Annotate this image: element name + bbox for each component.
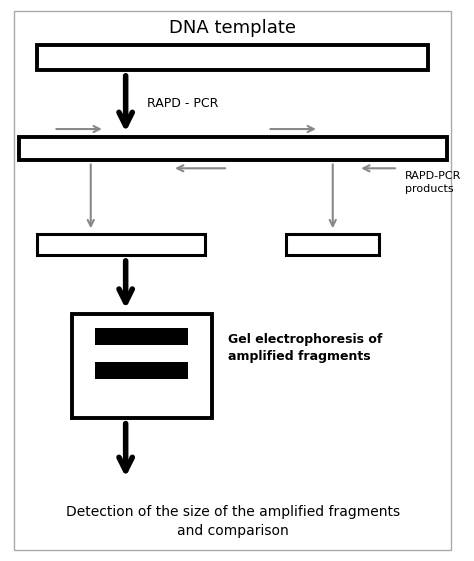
Bar	[95, 328, 189, 345]
Text: DNA template: DNA template	[169, 19, 296, 37]
Bar	[37, 234, 205, 255]
Bar	[286, 234, 379, 255]
Text: Detection of the size of the amplified fragments
and comparison: Detection of the size of the amplified f…	[65, 505, 400, 539]
Bar	[72, 314, 212, 418]
Text: RAPD-PCR
products: RAPD-PCR products	[405, 171, 461, 194]
Text: Gel electrophoresis of
amplified fragments: Gel electrophoresis of amplified fragmen…	[228, 333, 383, 363]
Bar	[95, 362, 189, 379]
Bar	[37, 45, 428, 70]
Text: RAPD - PCR: RAPD - PCR	[146, 97, 218, 111]
Bar	[18, 137, 447, 160]
